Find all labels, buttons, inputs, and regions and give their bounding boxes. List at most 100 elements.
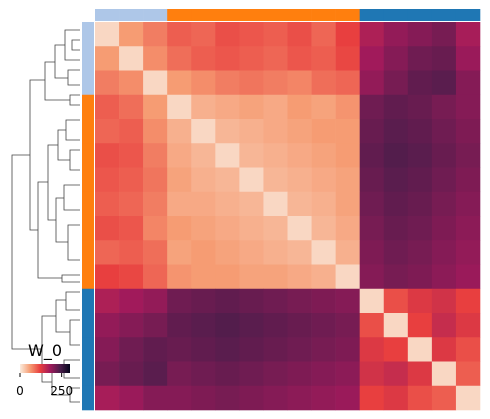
row-color	[82, 167, 94, 193]
heatmap-cell	[95, 385, 120, 411]
row-color	[82, 46, 94, 71]
heatmap-cell	[359, 240, 385, 265]
heatmap-cell	[191, 288, 216, 314]
heatmap-cell	[191, 240, 216, 265]
heatmap-cell	[143, 264, 168, 290]
heatmap-cell	[239, 143, 264, 168]
heatmap-cell	[239, 288, 264, 314]
heatmap-cell	[455, 313, 481, 338]
heatmap-cell	[239, 46, 264, 71]
heatmap-cell	[431, 191, 457, 217]
heatmap-cell	[215, 143, 240, 168]
row-color	[82, 240, 94, 265]
heatmap-cell	[383, 361, 409, 387]
heatmap-cell	[143, 313, 168, 338]
heatmap-cell	[335, 240, 360, 265]
col-color	[167, 9, 192, 21]
heatmap-cell	[455, 70, 481, 96]
heatmap-cell	[143, 385, 168, 411]
heatmap-cell	[119, 22, 144, 47]
col-color	[95, 9, 120, 21]
heatmap-cell	[335, 216, 360, 241]
heatmap-cell	[335, 288, 360, 314]
heatmap-cell	[239, 22, 264, 47]
heatmap-cell	[167, 313, 192, 338]
heatmap-cell	[191, 70, 216, 96]
heatmap-cell	[407, 94, 433, 120]
heatmap-cell	[191, 361, 216, 387]
heatmap-cell	[119, 70, 144, 96]
chart-title: W_0	[28, 341, 62, 361]
heatmap-cell	[383, 70, 409, 96]
heatmap-cell	[263, 313, 288, 338]
heatmap-cell	[335, 94, 360, 120]
heatmap-cell	[119, 264, 144, 290]
heatmap-cell	[455, 46, 481, 71]
heatmap-cell	[143, 94, 168, 120]
heatmap-cell	[311, 119, 336, 144]
heatmap-cell	[167, 337, 192, 362]
heatmap-cell	[335, 119, 360, 144]
heatmap-cell	[311, 167, 336, 193]
heatmap-cell	[119, 385, 144, 411]
heatmap-cell	[287, 313, 312, 338]
heatmap-cell	[455, 143, 481, 168]
heatmap-cell	[335, 70, 360, 96]
heatmap-cell	[263, 46, 288, 71]
heatmap-cell	[239, 361, 264, 387]
heatmap-cell	[431, 46, 457, 71]
heatmap-cell	[455, 216, 481, 241]
heatmap-cell	[263, 216, 288, 241]
heatmap-cell	[119, 143, 144, 168]
heatmap-cell	[407, 22, 433, 47]
heatmap-cell	[431, 240, 457, 265]
heatmap-cell	[239, 94, 264, 120]
heatmap-cell	[287, 119, 312, 144]
heatmap-cell	[215, 46, 240, 71]
heatmap-cell	[287, 70, 312, 96]
heatmap-cell	[263, 361, 288, 387]
heatmap-cell	[143, 70, 168, 96]
heatmap-cell	[95, 191, 120, 217]
heatmap-cell	[335, 337, 360, 362]
heatmap-cell	[287, 22, 312, 47]
heatmap-cell	[287, 264, 312, 290]
heatmap-cell	[215, 94, 240, 120]
heatmap-cell	[167, 191, 192, 217]
heatmap-cell	[383, 288, 409, 314]
heatmap-cell	[191, 337, 216, 362]
heatmap-cell	[95, 119, 120, 144]
heatmap-cell	[167, 70, 192, 96]
row-color	[82, 385, 94, 411]
heatmap-cell	[359, 288, 385, 314]
heatmap-cell	[263, 70, 288, 96]
heatmap-cell	[263, 191, 288, 217]
heatmap-cell	[383, 313, 409, 338]
heatmap-cell	[263, 22, 288, 47]
heatmap-cell	[431, 361, 457, 387]
heatmap-cell	[335, 264, 360, 290]
row-color	[82, 264, 94, 290]
heatmap-cell	[95, 361, 120, 387]
heatmap-cell	[167, 22, 192, 47]
heatmap-cell	[167, 240, 192, 265]
heatmap-cell	[311, 337, 336, 362]
heatmap	[95, 22, 481, 411]
heatmap-cell	[167, 385, 192, 411]
col-color	[239, 9, 264, 21]
col-color	[407, 9, 433, 21]
heatmap-cell	[287, 94, 312, 120]
heatmap-cell	[239, 385, 264, 411]
col-color	[119, 9, 144, 21]
col-color	[455, 9, 481, 21]
heatmap-cell	[215, 385, 240, 411]
heatmap-cell	[359, 264, 385, 290]
heatmap-cell	[119, 46, 144, 71]
heatmap-cell	[311, 385, 336, 411]
heatmap-cell	[311, 22, 336, 47]
heatmap-cell	[95, 22, 120, 47]
heatmap-cell	[431, 313, 457, 338]
heatmap-cell	[119, 337, 144, 362]
heatmap-cell	[359, 22, 385, 47]
